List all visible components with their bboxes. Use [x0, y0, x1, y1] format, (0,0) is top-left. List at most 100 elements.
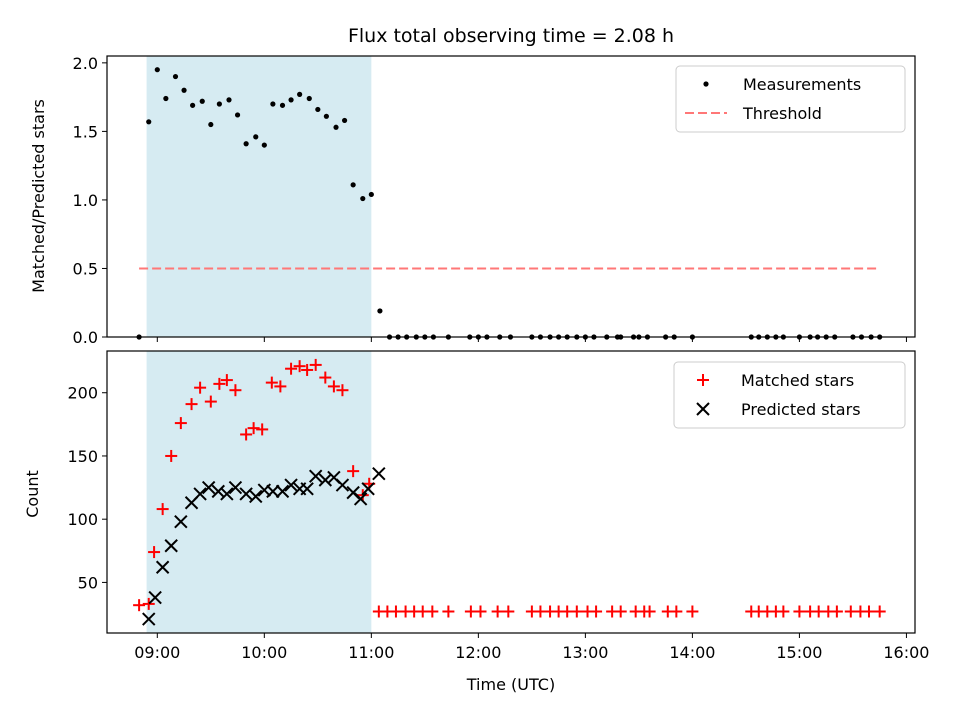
measurement-point	[279, 102, 286, 108]
predicted-star-point	[155, 560, 170, 574]
ratio-axes-frame	[106, 55, 916, 338]
measurement-point	[234, 112, 241, 118]
predicted-star-point	[335, 478, 350, 492]
x-tick-label: 15:00	[776, 643, 822, 662]
x-tick-label: 16:00	[883, 643, 929, 662]
ratio-legend-box	[675, 65, 906, 133]
measurement-point	[360, 195, 366, 202]
matched-star-point	[229, 384, 242, 397]
matched-star-point	[285, 362, 298, 375]
measurement-point	[146, 119, 152, 125]
count-legend-box	[673, 361, 906, 429]
measurement-point	[172, 73, 179, 80]
predicted-star-point	[372, 466, 386, 481]
matched-star-point	[590, 605, 603, 618]
matched-star-point	[614, 605, 627, 618]
y-tick-label: 2.0	[73, 54, 98, 73]
matched-star-point	[274, 380, 287, 393]
matched-stars-legend-marker	[697, 374, 709, 386]
measurements-legend-label: Measurements	[743, 75, 861, 94]
x-axis-label: Time (UTC)	[466, 675, 555, 694]
predicted-star-point	[266, 484, 280, 499]
predicted-star-point	[275, 484, 290, 499]
chart-title: Flux total observing time = 2.08 h	[348, 25, 674, 47]
ratio-ticks: 0.0 0.5 1.0 1.5 2.0	[73, 54, 907, 347]
predicted-star-point	[164, 539, 178, 553]
matched-star-point	[319, 371, 332, 384]
x-tick-label: 12:00	[455, 643, 501, 662]
x-tick-label: 13:00	[562, 643, 608, 662]
measurement-point	[261, 142, 267, 148]
predicted-star-point	[142, 612, 156, 626]
x-tick-label: 14:00	[669, 643, 715, 662]
matched-star-point	[256, 423, 269, 436]
measurement-point	[226, 97, 232, 103]
y-tick-label: 200	[67, 384, 98, 403]
threshold-legend-label: Threshold	[742, 104, 822, 123]
count-y-axis-label: Count	[23, 470, 42, 518]
y-tick-label: 1.5	[73, 122, 98, 141]
matched-star-point	[293, 360, 306, 373]
matched-star-point	[148, 546, 161, 559]
matched-star-point	[301, 363, 314, 376]
matched-star-point	[474, 605, 487, 618]
matched-star-point	[247, 422, 260, 435]
predicted-star-point	[361, 482, 375, 496]
measurement-point	[270, 101, 276, 107]
measurements-legend-marker	[703, 81, 709, 87]
measurement-point	[154, 67, 160, 73]
count-legend: Matched stars Predicted stars	[673, 361, 906, 429]
predicted-star-point	[353, 492, 368, 506]
matched-star-point	[873, 605, 886, 618]
x-tick-label: 10:00	[241, 643, 287, 662]
matched-star-point	[777, 605, 790, 618]
matched-star-point	[309, 358, 322, 371]
matched-star-point	[133, 599, 146, 612]
y-tick-label: 50	[78, 573, 98, 592]
matched-star-point	[220, 374, 233, 387]
measurement-point	[243, 141, 249, 147]
y-tick-label: 0.5	[73, 259, 98, 278]
matched-star-point	[793, 605, 806, 618]
matched-star-point	[686, 605, 699, 618]
measurement-point	[253, 134, 259, 140]
count-data-layer	[133, 358, 886, 626]
measurement-point	[368, 191, 374, 198]
measurement-point	[377, 308, 383, 314]
y-tick-label: 0.0	[73, 328, 98, 347]
matched-star-point	[502, 605, 515, 618]
predicted-star-point	[228, 480, 243, 495]
measurement-point	[323, 113, 329, 119]
matched-star-point	[204, 395, 217, 408]
measurement-point	[306, 95, 312, 102]
measurement-point	[297, 91, 303, 97]
matched-star-point	[265, 376, 278, 389]
ratio-panel: 0.00.51.01.52.0 Matched/Predicted stars …	[29, 54, 916, 347]
measurement-point	[341, 117, 348, 124]
predicted-star-point	[239, 487, 253, 501]
predicted-star-point	[211, 484, 226, 499]
measurement-point	[208, 121, 214, 128]
measurement-point	[315, 106, 321, 113]
matched-star-point	[426, 605, 439, 618]
matched-star-point	[670, 605, 683, 618]
y-tick-label: 100	[67, 510, 98, 529]
predicted-star-point	[300, 482, 314, 496]
measurement-point	[333, 124, 339, 130]
matched-star-point	[336, 384, 349, 397]
measurement-point	[163, 95, 169, 102]
x-tick-label: 11:00	[348, 643, 394, 662]
matched-star-point	[491, 605, 504, 618]
matched-star-point	[442, 605, 455, 618]
matched-star-point	[570, 605, 583, 618]
matched-star-point	[165, 449, 178, 462]
measurement-point	[350, 182, 356, 188]
predicted-star-point	[308, 469, 323, 483]
count-panel: 50 100 150 200 09:00 10:00 11:00 12:00 13:00 14:0…	[23, 350, 929, 694]
matched-star-point	[862, 605, 875, 618]
measurement-point	[216, 101, 222, 107]
matched-star-point	[156, 503, 169, 516]
measurement-point	[199, 98, 205, 104]
predicted-star-point	[193, 487, 207, 501]
matched-star-point	[185, 398, 198, 411]
